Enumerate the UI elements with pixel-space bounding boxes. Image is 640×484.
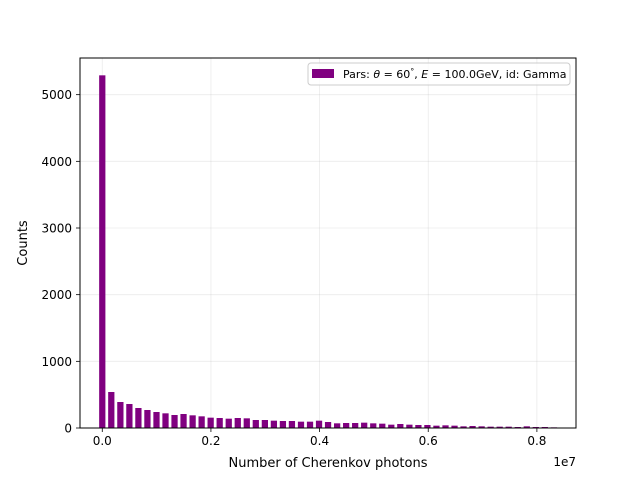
histogram-bar (361, 422, 368, 428)
y-tick-label: 3000 (41, 222, 72, 236)
histogram-bar (288, 421, 296, 428)
histogram-bar (225, 418, 232, 428)
histogram-bar (343, 423, 350, 428)
x-tick-label: 0.8 (527, 434, 546, 448)
histogram-bar (523, 426, 530, 428)
plot-area-frame (79, 57, 577, 429)
x-offset-label: 1e7 (553, 455, 576, 469)
y-tick-label: 0 (64, 422, 72, 436)
histogram-bar (370, 423, 377, 428)
histogram-bar (207, 417, 214, 428)
histogram-bar (144, 410, 151, 428)
legend-series-label: Pars: θ = 60°, E = 100.0GeV, id: Gamma (343, 67, 566, 81)
x-axis-label: Number of Cherenkov photons (229, 456, 428, 471)
histogram-bar (108, 392, 115, 428)
histogram-bar (270, 420, 278, 428)
histogram-bar (433, 425, 440, 428)
histogram-bar (306, 421, 314, 428)
histogram-bar (243, 418, 250, 428)
legend: Pars: θ = 60°, E = 100.0GeV, id: Gamma (307, 62, 571, 86)
histogram-bar (442, 425, 449, 428)
histogram-bar (189, 415, 196, 428)
legend-box (307, 62, 571, 86)
x-tick-label: 0.0 (93, 434, 112, 448)
bars-group (99, 75, 558, 428)
y-axis-label: Counts (16, 220, 31, 266)
histogram-bar (315, 420, 323, 428)
histogram-bar (117, 402, 124, 428)
histogram-bar (397, 424, 404, 428)
histogram-bar (451, 425, 458, 428)
histogram-bar (180, 414, 187, 428)
x-tick-label: 0.4 (310, 434, 329, 448)
histogram-bar (216, 418, 223, 428)
legend-swatch (312, 69, 334, 78)
histogram-bar (505, 426, 512, 428)
histogram-bar (460, 426, 467, 428)
histogram-bar (496, 426, 503, 428)
y-tick-label: 5000 (41, 88, 72, 102)
histogram-bar (334, 423, 341, 428)
histogram-bar (252, 420, 259, 428)
histogram-bar (153, 412, 160, 428)
y-tick-label: 1000 (41, 355, 72, 369)
histogram-bar (135, 408, 142, 428)
y-axis-ticks: 0 1000 2000 3000 4000 5000 (41, 88, 80, 436)
histogram-bar (99, 75, 106, 428)
x-tick-label: 0.6 (419, 434, 438, 448)
histogram-bar (279, 421, 287, 428)
grid-lines (80, 58, 576, 429)
histogram-bar (424, 425, 431, 428)
histogram-bar (171, 415, 178, 428)
histogram-bar (469, 426, 476, 428)
x-axis-ticks: 0.0 0.2 0.4 0.6 0.8 (93, 428, 546, 448)
histogram-bar (324, 422, 332, 428)
y-tick-label: 2000 (41, 288, 72, 302)
histogram-bar (126, 404, 133, 428)
histogram-bar (415, 425, 422, 428)
histogram-bar (297, 421, 305, 428)
histogram-bar (198, 416, 205, 428)
histogram-bar (379, 423, 386, 428)
histogram-bar (162, 413, 169, 428)
histogram-bar (478, 426, 485, 428)
y-tick-label: 4000 (41, 155, 72, 169)
histogram-bar (406, 424, 413, 428)
histogram-bar (352, 423, 359, 428)
histogram-bar (234, 418, 241, 428)
histogram-bar (487, 426, 494, 428)
histogram-bar (388, 424, 395, 428)
histogram-bar (261, 420, 268, 428)
x-tick-label: 0.2 (201, 434, 220, 448)
